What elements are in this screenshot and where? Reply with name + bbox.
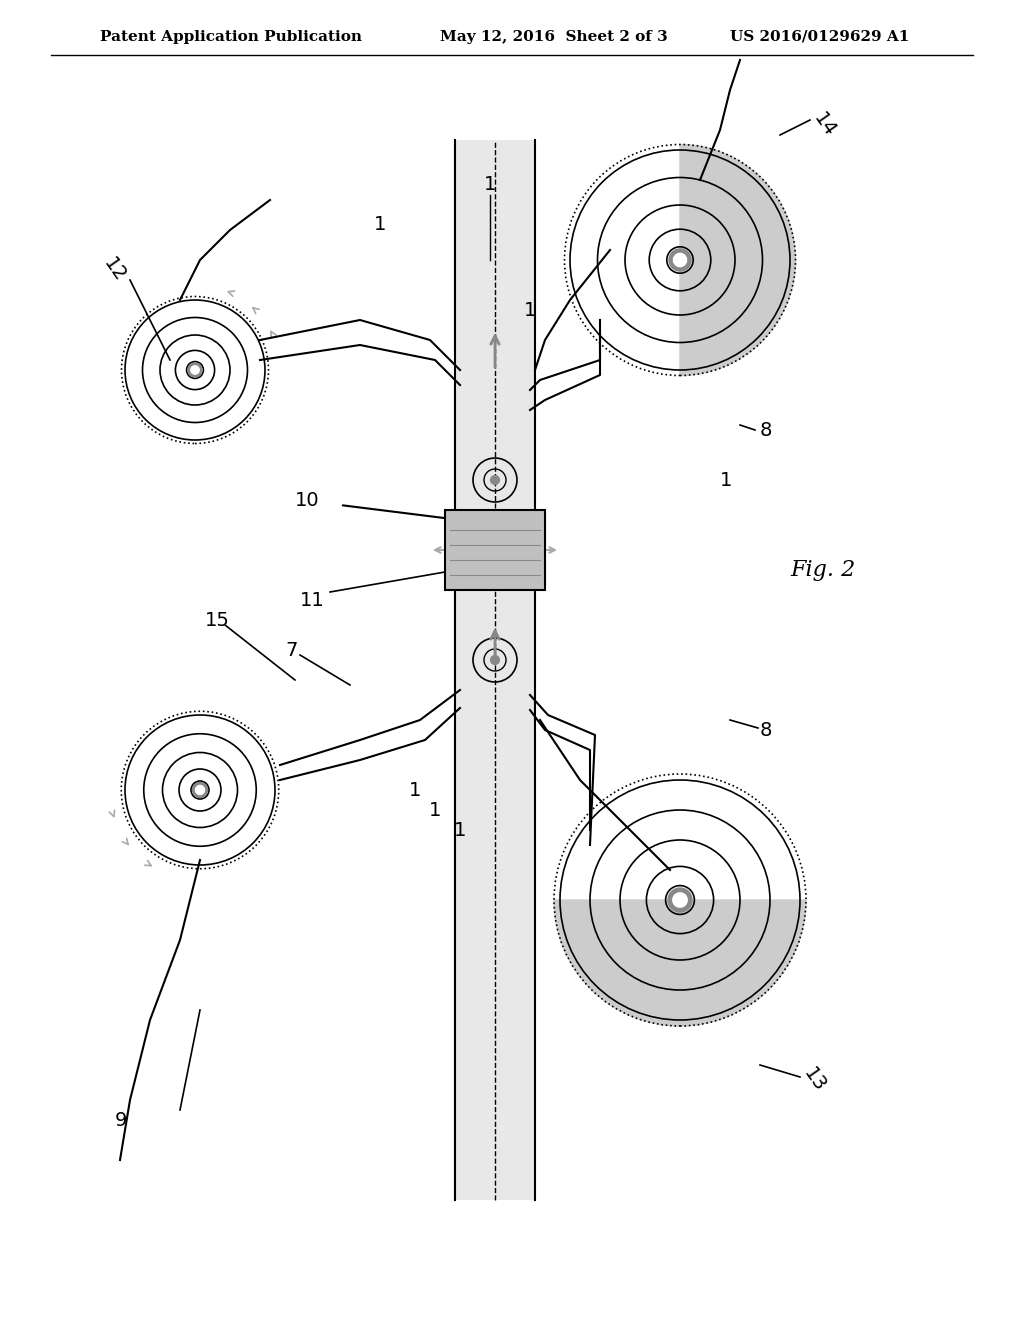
Circle shape [190,366,200,374]
Text: 1: 1 [720,470,732,490]
Circle shape [490,475,500,484]
Wedge shape [680,144,796,375]
Text: 1: 1 [429,800,441,820]
Text: 15: 15 [205,610,229,630]
Text: 8: 8 [760,721,772,739]
Text: 1: 1 [483,176,497,194]
Text: 10: 10 [295,491,319,510]
Text: 13: 13 [800,1064,829,1096]
Wedge shape [554,900,806,1026]
Text: 8: 8 [760,421,772,440]
Circle shape [668,888,692,912]
Text: US 2016/0129629 A1: US 2016/0129629 A1 [730,30,909,44]
Text: 1: 1 [454,821,466,840]
FancyBboxPatch shape [455,140,535,1200]
Circle shape [196,785,205,795]
Circle shape [669,249,691,271]
Text: Patent Application Publication: Patent Application Publication [100,30,362,44]
Text: 9: 9 [115,1110,127,1130]
Circle shape [188,363,202,378]
Circle shape [193,783,208,797]
Circle shape [490,656,500,664]
Text: Fig. 2: Fig. 2 [790,558,855,581]
FancyBboxPatch shape [445,510,545,590]
Text: 1: 1 [409,780,421,800]
Text: 11: 11 [300,590,325,610]
Circle shape [673,892,687,907]
Circle shape [674,253,687,267]
Text: May 12, 2016  Sheet 2 of 3: May 12, 2016 Sheet 2 of 3 [440,30,668,44]
Text: 12: 12 [100,255,130,285]
Text: 1: 1 [374,215,386,235]
Text: 7: 7 [285,640,297,660]
Text: 14: 14 [810,110,840,141]
Text: 1: 1 [524,301,537,319]
